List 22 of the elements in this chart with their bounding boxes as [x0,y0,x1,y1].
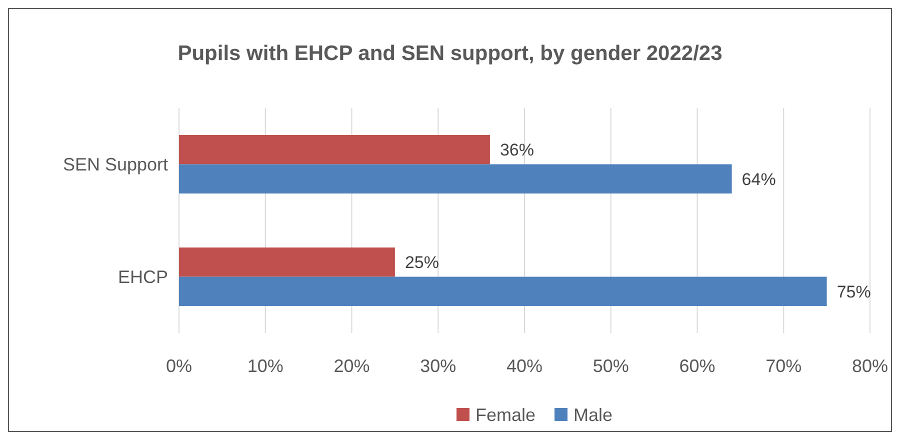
x-tick-label: 10% [247,356,284,376]
x-tick-label: 0% [166,356,192,376]
x-tick-label: 60% [679,356,716,376]
bar [179,135,490,164]
legend-label: Female [476,405,536,425]
x-tick-label: 50% [592,356,629,376]
y-tick-label: EHCP [118,266,168,287]
data-label: 36% [500,140,534,160]
y-tick-label: SEN Support [62,154,168,174]
x-tick-label: 40% [506,356,543,376]
x-tick-label: 80% [852,356,888,376]
chart-title: Pupils with EHCP and SEN support, by gender 2022/23 [178,42,722,65]
x-tick-label: 70% [766,356,802,376]
x-tick-label: 20% [334,356,370,376]
data-label: 64% [742,170,776,189]
data-label: 75% [836,282,871,302]
bar [179,248,395,277]
bar [179,276,827,306]
bar [179,164,732,194]
legend-label: Male [574,405,613,425]
data-label: 25% [404,253,439,272]
x-tick-label: 30% [420,356,456,376]
